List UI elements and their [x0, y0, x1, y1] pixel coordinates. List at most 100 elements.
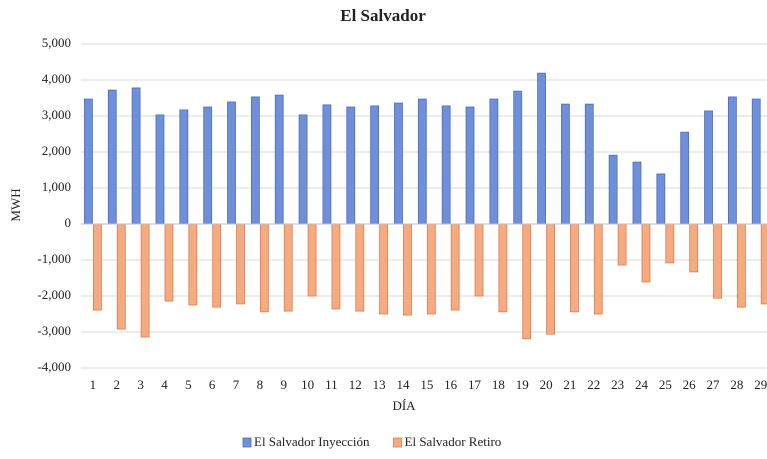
x-tick-label: 9	[280, 377, 287, 392]
bar	[608, 154, 618, 225]
bar	[584, 103, 594, 225]
bar	[537, 72, 546, 225]
legend-label: El Salvador Retiro	[405, 434, 502, 449]
bar	[713, 223, 722, 299]
x-tick-label: 28	[730, 377, 743, 392]
bar	[212, 223, 222, 308]
y-tick-label: 0	[65, 215, 72, 230]
bar	[465, 106, 475, 225]
bar	[370, 105, 380, 225]
bar	[450, 223, 460, 311]
x-tick-label: 11	[325, 377, 338, 392]
x-tick-label: 5	[185, 377, 192, 392]
x-tick-label: 17	[468, 377, 482, 392]
bar	[617, 223, 627, 266]
bar	[522, 223, 532, 340]
bar	[513, 90, 523, 225]
bar	[394, 102, 403, 225]
bar	[704, 110, 713, 225]
bar	[593, 223, 603, 315]
bar	[131, 87, 141, 225]
x-tick-label: 2	[114, 377, 121, 392]
bar	[632, 161, 642, 225]
legend-swatch	[242, 437, 252, 448]
y-tick-label: 2,000	[42, 143, 71, 158]
y-tick-label: -2,000	[37, 287, 71, 302]
bar	[441, 105, 451, 225]
x-tick-label: 12	[349, 377, 362, 392]
legend-swatch	[393, 437, 402, 448]
bar	[107, 89, 117, 225]
bar	[498, 223, 508, 313]
y-tick-label: -4,000	[37, 359, 71, 374]
legend-label: El Salvador Inyección	[254, 434, 370, 449]
x-tick-label: 10	[301, 377, 314, 392]
bar	[307, 223, 317, 297]
bar	[751, 98, 761, 225]
bar	[116, 223, 126, 330]
bar	[140, 223, 150, 338]
x-tick-label: 21	[563, 377, 576, 392]
x-tick-label: 27	[707, 377, 721, 392]
x-tick-label: 23	[611, 377, 624, 392]
bar	[355, 223, 365, 312]
x-tick-label: 8	[257, 377, 264, 392]
bar	[164, 223, 174, 302]
x-tick-label: 4	[161, 377, 168, 392]
bar	[236, 223, 245, 305]
bar	[727, 96, 737, 225]
bar	[561, 103, 570, 225]
x-tick-label: 22	[587, 377, 600, 392]
x-tick-label: 20	[540, 377, 553, 392]
bar	[203, 106, 213, 225]
bar	[680, 131, 690, 225]
y-axis-label: MWH	[8, 188, 23, 221]
bar	[322, 104, 332, 225]
bar	[283, 223, 293, 312]
bar	[155, 114, 165, 225]
bar	[93, 223, 102, 311]
bar	[227, 101, 236, 225]
x-tick-label: 6	[209, 377, 216, 392]
bar	[426, 223, 436, 315]
x-tick-label: 15	[420, 377, 433, 392]
bar	[179, 109, 189, 225]
bar	[689, 223, 699, 273]
bar	[641, 223, 651, 283]
bar	[570, 223, 579, 313]
bar	[84, 98, 93, 225]
x-tick-label: 1	[90, 377, 97, 392]
y-tick-label: -1,000	[37, 251, 71, 266]
bar	[665, 223, 675, 264]
y-tick-label: 3,000	[42, 107, 71, 122]
bar	[656, 173, 666, 225]
x-tick-label: 18	[492, 377, 505, 392]
bar	[489, 98, 499, 225]
x-tick-label: 24	[635, 377, 649, 392]
bar	[259, 223, 269, 313]
bar	[346, 106, 356, 225]
bar	[188, 223, 198, 306]
x-axis-label: DÍA	[392, 398, 416, 413]
bar	[331, 223, 341, 310]
y-tick-label: 1,000	[42, 179, 71, 194]
x-tick-label: 3	[137, 377, 144, 392]
y-tick-label: 4,000	[42, 71, 71, 86]
bar	[298, 114, 308, 225]
x-tick-label: 19	[516, 377, 529, 392]
bar	[417, 98, 427, 225]
bar	[474, 223, 484, 297]
x-tick-label: 25	[659, 377, 672, 392]
x-tick-label: 26	[683, 377, 697, 392]
bar	[274, 94, 284, 225]
x-tick-label: 29	[754, 377, 767, 392]
bar	[736, 223, 746, 308]
x-tick-label: 7	[233, 377, 240, 392]
bar	[546, 223, 555, 335]
bar	[403, 223, 412, 316]
bar	[250, 96, 260, 225]
x-tick-label: 14	[396, 377, 410, 392]
y-tick-label: -3,000	[37, 323, 71, 338]
x-tick-label: 16	[444, 377, 458, 392]
